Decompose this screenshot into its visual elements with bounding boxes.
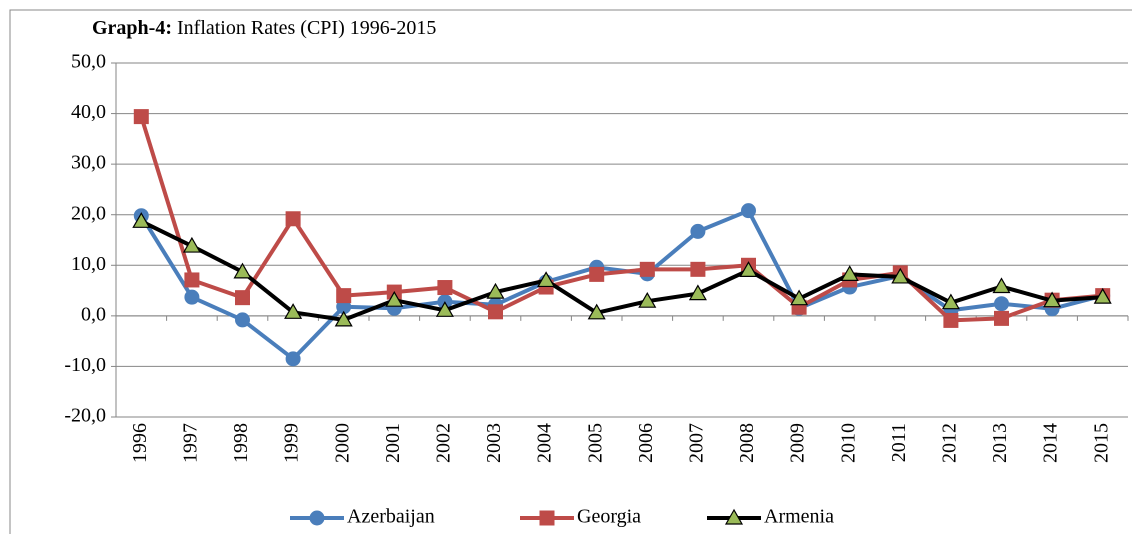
x-tick-label: 2006 [635, 423, 657, 463]
marker [941, 293, 960, 310]
marker [840, 265, 859, 281]
y-tick-label: -10,0 [64, 354, 106, 376]
legend-label: Azerbaijan [347, 506, 435, 528]
marker [435, 301, 454, 317]
legend-label: Armenia [764, 506, 834, 528]
title-text: Inflation Rates (CPI) 1996-2015 [177, 17, 436, 39]
marker [235, 312, 250, 328]
y-tick-label: 50,0 [71, 51, 106, 73]
x-tick-label: 2003 [483, 423, 505, 463]
x-tick-label: 1999 [281, 423, 303, 463]
marker [184, 272, 200, 288]
x-tick-label: 2011 [888, 423, 910, 462]
marker [285, 211, 301, 227]
legend-label: Georgia [577, 506, 641, 528]
marker [992, 277, 1011, 294]
marker [334, 310, 353, 327]
x-tick-label: 2005 [584, 423, 606, 463]
chart-frame [9, 9, 1132, 534]
y-tick-label: 30,0 [71, 152, 106, 174]
series-line [140, 219, 1103, 322]
marker [437, 280, 453, 296]
marker [184, 289, 200, 305]
marker [1093, 287, 1112, 304]
marker [690, 223, 706, 239]
marker [639, 261, 655, 277]
y-tick-label: 20,0 [71, 202, 106, 224]
marker [233, 262, 252, 279]
marker [235, 290, 250, 306]
marker [724, 508, 744, 525]
x-tick-label: 2008 [736, 423, 758, 463]
marker [589, 266, 605, 282]
x-tick-label: 2012 [938, 423, 960, 463]
marker [336, 288, 352, 304]
series-line [139, 116, 1103, 323]
x-tick-label: 2013 [989, 423, 1011, 463]
y-tick-label: -20,0 [64, 405, 106, 427]
marker [309, 510, 325, 526]
marker [182, 236, 201, 253]
y-tick-label: 40,0 [71, 101, 106, 123]
x-tick-label: 1996 [129, 423, 151, 463]
y-tick-label: 10,0 [71, 253, 106, 275]
marker [790, 289, 809, 306]
marker [537, 271, 556, 288]
marker [741, 203, 756, 219]
marker [133, 109, 149, 125]
x-tick-label: 2009 [787, 423, 809, 463]
marker [132, 212, 151, 228]
marker [1043, 291, 1062, 308]
x-tick-label: 2007 [685, 423, 707, 463]
marker [486, 282, 505, 299]
x-tick-label: 2014 [1040, 423, 1062, 463]
marker [690, 261, 706, 277]
y-tick-label: 0,0 [81, 303, 106, 325]
chart-title: Graph-4: Inflation Rates (CPI) 1996-2015 [92, 17, 436, 39]
marker [688, 284, 707, 301]
marker [488, 304, 503, 320]
x-tick-label: 2015 [1090, 423, 1112, 463]
marker [994, 310, 1009, 326]
marker [739, 261, 758, 277]
marker [284, 303, 303, 319]
x-tick-label: 2001 [382, 423, 404, 463]
title-prefix: Graph-4: [92, 17, 172, 39]
x-tick-label: 2004 [534, 423, 556, 463]
x-tick-label: 2000 [331, 423, 353, 463]
marker [943, 312, 959, 328]
marker [994, 296, 1009, 312]
x-tick-label: 2010 [837, 423, 859, 463]
marker [285, 351, 301, 367]
marker [587, 303, 606, 320]
x-tick-label: 1997 [179, 423, 201, 463]
marker [385, 290, 404, 307]
marker [539, 510, 555, 526]
marker [638, 291, 657, 308]
x-tick-label: 2002 [432, 423, 454, 463]
x-tick-label: 1998 [230, 423, 252, 463]
marker [891, 267, 910, 284]
